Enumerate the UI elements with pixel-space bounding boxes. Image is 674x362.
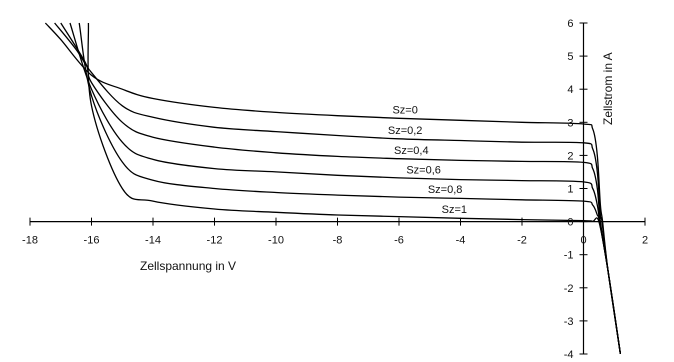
curve-label: Sz=0,4: [394, 145, 429, 157]
series-line: [44, 22, 622, 354]
y-tick-label: -1: [564, 250, 574, 262]
y-tick-label: -2: [564, 283, 574, 295]
series-line: [69, 22, 622, 354]
series-line: [87, 22, 622, 354]
y-tick-label: 2: [567, 150, 573, 162]
curve-label: Sz=0,2: [388, 125, 423, 137]
x-tick-label: 0: [580, 235, 586, 247]
x-tick-label: -16: [84, 235, 100, 247]
x-tick-label: -2: [517, 235, 527, 247]
y-tick-label: 6: [567, 18, 573, 30]
y-tick-label: 0: [567, 217, 573, 229]
series-line: [54, 22, 622, 354]
y-tick-label: 1: [567, 184, 573, 196]
x-tick-label: -6: [394, 235, 404, 247]
curve-labels-group: Sz=0 Sz=0,2 Sz=0,4 Sz=0,6 Sz=0,8 Sz=1: [388, 105, 467, 217]
series-line: [60, 22, 622, 354]
y-tick-label: 3: [567, 117, 573, 129]
y-tick-label: -3: [564, 316, 574, 328]
curve-label: Sz=0,8: [428, 184, 463, 196]
y-tick-label: 4: [567, 84, 573, 96]
y-axis-label: Zellstrom in A: [601, 52, 615, 125]
x-axis-label: Zellspannung in V: [140, 259, 236, 273]
curve-label: Sz=1: [442, 204, 467, 216]
x-tick-label: -12: [207, 235, 223, 247]
x-tick-label: -4: [456, 235, 466, 247]
x-tick-label: -18: [22, 235, 38, 247]
x-tick-label: -8: [333, 235, 343, 247]
series-line: [78, 22, 622, 354]
curve-label: Sz=0: [392, 105, 417, 117]
y-tick-label: -4: [564, 349, 574, 361]
curve-label: Sz=0,6: [406, 165, 441, 177]
x-tick-label: -10: [268, 235, 284, 247]
y-tick-label: 5: [567, 51, 573, 63]
x-tick-label: -14: [145, 235, 161, 247]
x-tick-label: 2: [642, 235, 648, 247]
curves-group: [44, 22, 622, 354]
